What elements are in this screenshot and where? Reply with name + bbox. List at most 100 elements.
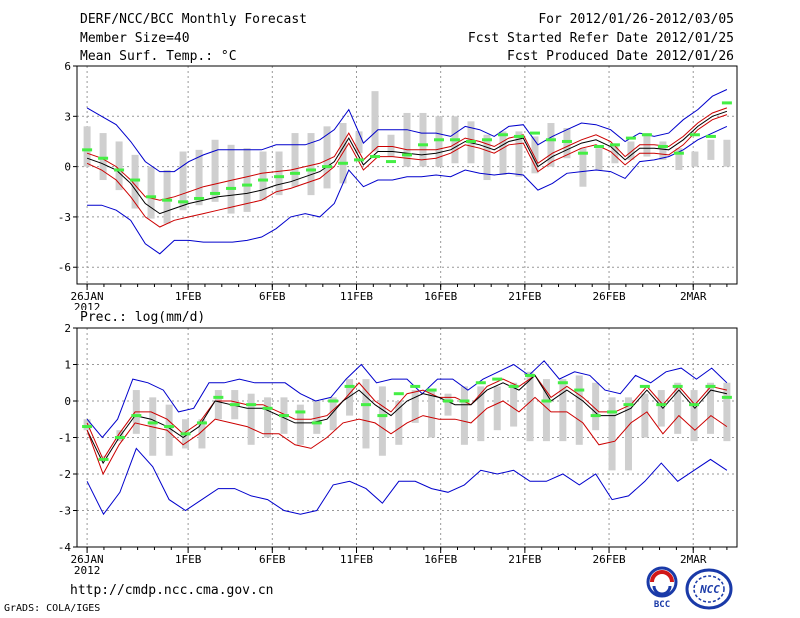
- y-tick-label: -1: [58, 432, 71, 445]
- climatology-marker: [513, 134, 524, 138]
- climatology-marker: [393, 392, 404, 396]
- x-tick-label: 26JAN: [71, 290, 104, 303]
- climatology-marker: [465, 139, 476, 143]
- range-bar: [323, 126, 331, 189]
- variable-label-prec: Prec.: log(mm/d): [80, 310, 206, 325]
- y-tick-label: 3: [64, 110, 71, 123]
- climatology-marker: [274, 175, 285, 179]
- climatology-marker: [131, 414, 142, 418]
- range-bar: [675, 148, 683, 170]
- y-tick-label: -3: [58, 211, 71, 224]
- climatology-marker: [386, 160, 397, 164]
- series-line-upper-percentile: [86, 107, 728, 201]
- climatology-marker: [417, 143, 428, 147]
- y-tick-label: 0: [64, 395, 71, 408]
- source-url[interactable]: http://cmdp.ncc.cma.gov.cn: [70, 583, 274, 598]
- climatology-marker: [672, 384, 683, 388]
- range-bar: [499, 131, 507, 175]
- x-tick-label: 11FEB: [340, 290, 373, 303]
- range-bar: [690, 390, 698, 442]
- climatology-marker: [178, 200, 189, 204]
- x-tick-label: 26JAN: [71, 553, 104, 566]
- range-bar: [691, 151, 699, 167]
- climatology-marker: [164, 425, 175, 429]
- climatology-marker: [623, 403, 634, 407]
- climatology-marker: [459, 399, 470, 403]
- range-bar: [627, 141, 635, 160]
- range-bar: [227, 144, 235, 214]
- range-bar: [115, 141, 123, 191]
- chart-title: DERF/NCC/BCC Monthly Forecast: [80, 12, 307, 27]
- climatology-marker: [641, 133, 652, 137]
- range-bar: [547, 123, 555, 167]
- climatology-marker: [338, 161, 349, 165]
- y-tick-label: 0: [64, 161, 71, 174]
- climatology-marker: [210, 191, 221, 195]
- climatology-marker: [354, 158, 365, 162]
- x-tick-label: 6FEB: [259, 553, 286, 566]
- range-bar: [291, 133, 299, 187]
- climatology-marker: [481, 138, 492, 142]
- y-tick-label: -2: [58, 468, 71, 481]
- climatology-marker: [82, 425, 93, 429]
- range-bar: [100, 455, 108, 457]
- range-bar: [419, 112, 427, 167]
- range-bar: [657, 390, 665, 427]
- x-tick-label: 2MAR: [680, 553, 707, 566]
- range-bar: [641, 393, 649, 438]
- climatology-marker: [449, 138, 460, 142]
- climatology-marker: [196, 421, 207, 425]
- series-line-lower-percentile: [86, 114, 728, 228]
- climatology-marker: [492, 377, 503, 381]
- range-bar: [510, 382, 518, 427]
- range-bar: [264, 397, 272, 438]
- range-bar: [674, 382, 682, 434]
- y-tick-label: 1: [64, 359, 71, 372]
- range-bar: [706, 382, 714, 434]
- climatology-marker: [229, 403, 240, 407]
- range-bar: [165, 404, 173, 456]
- climatology-marker: [475, 381, 486, 385]
- climatology-marker: [322, 165, 333, 169]
- range-bar: [195, 149, 203, 206]
- x-tick-label: 11FEB: [340, 553, 373, 566]
- x-tick-label: 1FEB: [175, 553, 202, 566]
- range-bar: [483, 134, 491, 181]
- range-bar: [403, 112, 411, 167]
- climatology-marker: [242, 183, 253, 187]
- series-line-lower-percentile: [86, 396, 728, 476]
- x-tick-label: 16FEB: [424, 290, 457, 303]
- climatology-marker: [98, 457, 109, 461]
- y-tick-label: 6: [64, 60, 71, 73]
- range-bar: [296, 404, 304, 445]
- climatology-marker: [443, 399, 454, 403]
- x-tick-label: 26FEB: [592, 290, 625, 303]
- climatology-marker: [426, 388, 437, 392]
- climatology-marker: [162, 198, 173, 202]
- climatology-marker: [278, 414, 289, 418]
- climatology-marker: [262, 406, 273, 410]
- climatology-marker: [689, 133, 700, 137]
- produced-date: Fcst Produced Date 2012/01/26: [507, 49, 734, 64]
- range-bar: [247, 393, 255, 445]
- range-bar: [243, 148, 251, 212]
- climatology-marker: [607, 410, 618, 414]
- x-tick-label: 6FEB: [259, 290, 286, 303]
- climatology-marker: [377, 414, 388, 418]
- climatology-marker: [311, 421, 322, 425]
- grads-credit: GrADS: COLA/IGES: [4, 603, 101, 614]
- climatology-marker: [705, 134, 716, 138]
- climatology-marker: [508, 384, 519, 388]
- climatology-marker: [180, 432, 191, 436]
- climatology-marker: [545, 138, 556, 142]
- range-bar: [444, 393, 452, 416]
- series-line-ensemble-mean: [86, 110, 728, 215]
- range-bar: [179, 151, 187, 211]
- range-bar: [198, 419, 206, 449]
- range-bar: [624, 397, 632, 471]
- climatology-marker: [114, 168, 125, 172]
- climatology-marker: [258, 178, 269, 182]
- climatology-marker: [593, 144, 604, 148]
- range-bar: [563, 128, 571, 159]
- range-bar: [214, 390, 222, 420]
